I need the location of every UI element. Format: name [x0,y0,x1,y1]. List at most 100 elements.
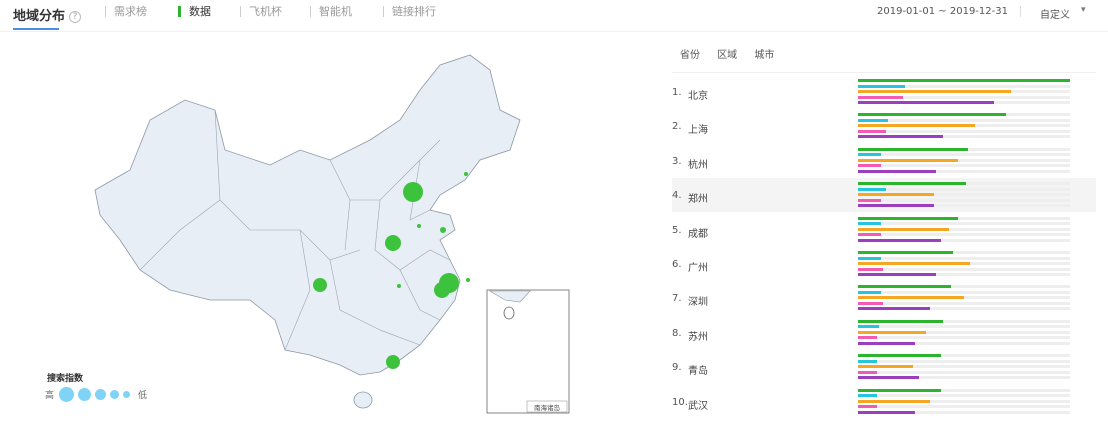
ranking-row[interactable]: 8. 苏州 [672,316,1096,350]
tab-1[interactable]: 数据 [178,6,211,17]
city-name: 成都 [688,228,708,240]
metric-bar [858,84,905,88]
bar-track [858,204,1070,208]
metric-bar [858,129,886,133]
range-select[interactable]: 自定义 [1040,10,1070,21]
tab-3[interactable]: 智能机 [310,6,352,17]
city-name: 上海 [688,125,708,137]
metric-bar [858,262,971,265]
city-bubble[interactable] [464,172,468,176]
metric-bar [858,405,878,409]
ranking-row[interactable]: 1. 北京 [672,75,1096,109]
date-range[interactable]: 2019-01-01 ~ 2019-12-31 [877,6,1008,17]
ranking-row[interactable]: 6. 广州 [672,247,1096,281]
city-bubble[interactable] [440,227,446,233]
city-bubble[interactable] [397,284,401,288]
bar-track [858,118,1070,122]
metric-bar [858,376,920,380]
metric-bar [858,227,950,231]
city-name: 青岛 [688,366,708,378]
metric-bar [858,233,882,237]
legend-dot [78,387,92,401]
ranking-row[interactable]: 7. 深圳 [672,281,1096,315]
legend-dot [123,390,131,398]
city-bubble[interactable] [417,224,421,228]
bar-track [858,307,1070,311]
bar-track [858,290,1070,294]
metric-bar [858,158,958,162]
inset-label: 南海诸岛 [534,403,560,412]
bar-track [858,238,1070,242]
metric-bar [858,336,878,340]
metric-bar [858,296,964,300]
bar-track [858,330,1070,334]
city-bubble[interactable] [403,182,423,202]
map-region[interactable] [94,54,521,376]
metric-bar [858,95,903,99]
bar-track [858,216,1070,220]
metric-bar [858,147,969,151]
metric-bar [858,399,931,403]
bar-track [858,394,1070,398]
subtab-city[interactable]: 城市 [754,50,775,61]
metric-bar [858,325,880,329]
metric-bar [858,118,888,122]
subtab-area[interactable]: 区域 [717,50,738,61]
rank-number: 3. [672,155,682,167]
tab-2[interactable]: 飞机杯 [240,6,282,17]
bar-track [858,182,1070,186]
metric-bar [858,251,954,254]
tab-4[interactable]: 链接排行 [383,6,436,17]
city-name: 北京 [688,91,708,102]
metric-bar [858,153,882,157]
city-bubble[interactable] [385,235,401,251]
chevron-down-icon[interactable]: ▾ [1081,5,1086,15]
city-name: 郑州 [688,194,708,206]
metric-bar [858,359,878,363]
bar-track [858,256,1070,260]
ranking-row[interactable]: 5. 成都 [672,213,1096,247]
bar-track [858,79,1070,82]
bar-track [858,187,1070,191]
metric-bar [858,410,916,414]
city-bubble[interactable] [313,278,327,292]
tab-bar: 地域分布? 需求榜 数据 飞机杯 智能机 链接排行 2019-01-01 ~ 2… [0,0,1108,32]
tab-0[interactable]: 需求榜 [105,6,147,17]
rank-number: 6. [672,259,682,270]
ranking-row[interactable]: 10. 武汉 [672,385,1096,419]
ranking-row[interactable]: 4. 郑州 [672,178,1096,213]
legend-dot [110,389,120,399]
bar-track [858,251,1070,254]
divider [672,72,1096,73]
bar-track [858,222,1070,226]
bar-track [858,365,1070,369]
metric-bar [858,182,967,186]
bar-track [858,273,1070,276]
size-legend: 高 低 [45,385,147,403]
bar-track [858,113,1070,117]
bar-track [858,341,1070,345]
hainan-island[interactable] [353,391,373,409]
metric-bar [858,290,882,294]
metric-bar [858,307,931,311]
metric-bar [858,370,878,374]
ranking-row[interactable]: 9. 青岛 [672,350,1096,384]
rank-number: 4. [672,190,682,202]
city-bubble[interactable] [434,282,450,298]
city-bubble[interactable] [466,278,470,282]
bar-track [858,354,1070,358]
bar-track [858,169,1070,173]
subtab-province[interactable]: 省份 [680,50,700,61]
bar-track [858,301,1070,305]
rank-number: 2. [672,121,682,133]
metric-bar [858,365,914,369]
ranking-row[interactable]: 3. 杭州 [672,144,1096,178]
metric-bar [858,164,882,168]
metric-bar [858,216,958,220]
question-circle-icon[interactable]: ? [69,11,82,23]
legend-dot [59,386,75,402]
ranking-row[interactable]: 2. 上海 [672,109,1096,143]
metric-bar [858,341,916,345]
city-bubble[interactable] [386,355,400,369]
rank-number: 7. [672,293,682,305]
